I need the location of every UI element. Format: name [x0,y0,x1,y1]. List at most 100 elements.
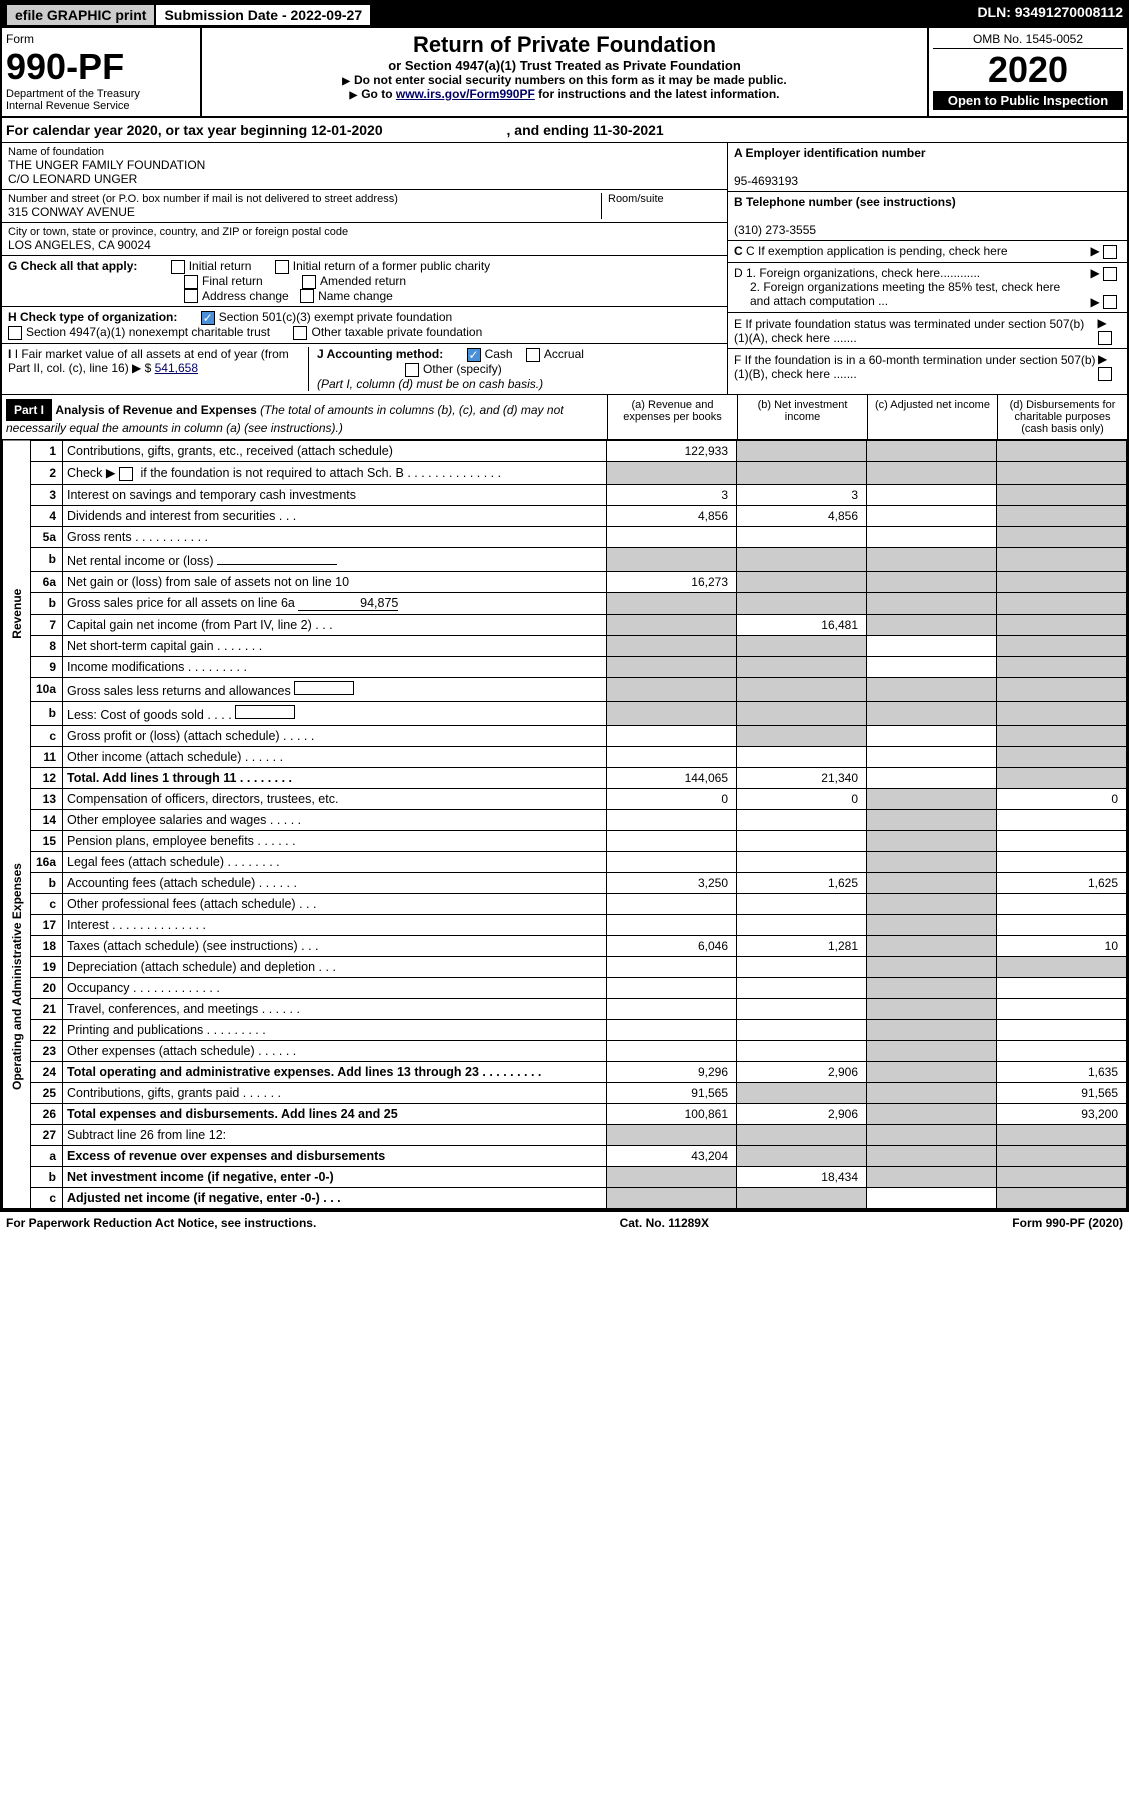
foreign-85-checkbox[interactable] [1103,295,1117,309]
table-row: 18Taxes (attach schedule) (see instructi… [3,935,1127,956]
schb-checkbox[interactable] [119,467,133,481]
table-row: 15Pension plans, employee benefits . . .… [3,830,1127,851]
other-method-checkbox[interactable] [405,363,419,377]
initial-former-checkbox[interactable] [275,260,289,274]
dept-treasury: Department of the Treasury [6,88,196,100]
cash-checkbox[interactable] [467,348,481,362]
table-row: 19Depreciation (attach schedule) and dep… [3,956,1127,977]
col-c-header: (c) Adjusted net income [867,395,997,439]
form-subtitle: or Section 4947(a)(1) Trust Treated as P… [206,58,923,73]
table-row: 9Income modifications . . . . . . . . . [3,656,1127,677]
table-row: cAdjusted net income (if negative, enter… [3,1187,1127,1208]
cat-no: Cat. No. 11289X [620,1216,709,1230]
tax-year: 2020 [933,49,1123,91]
topbar: efile GRAPHIC print Submission Date - 20… [2,2,1127,28]
table-row: 4Dividends and interest from securities … [3,505,1127,526]
table-row: 12Total. Add lines 1 through 11 . . . . … [3,767,1127,788]
paperwork-notice: For Paperwork Reduction Act Notice, see … [6,1216,316,1230]
other-taxable-checkbox[interactable] [293,326,307,340]
table-row: bNet rental income or (loss) [3,547,1127,571]
part1-table: Revenue 1Contributions, gifts, grants, e… [2,440,1127,1209]
exemption-pending-checkbox[interactable] [1103,245,1117,259]
omb-number: OMB No. 1545-0052 [933,32,1123,49]
expenses-side-label: Operating and Administrative Expenses [3,788,31,1166]
final-return-checkbox[interactable] [184,275,198,289]
address-change-checkbox[interactable] [184,289,198,303]
form-container: efile GRAPHIC print Submission Date - 20… [0,0,1129,1211]
foundation-name: THE UNGER FAMILY FOUNDATION [8,158,721,172]
table-row: 2Check ▶ if the foundation is not requir… [3,461,1127,484]
form-number: 990-PF [6,46,196,88]
city-label: City or town, state or province, country… [8,226,721,238]
dln: DLN: 93491270008112 [977,4,1123,26]
amended-return-checkbox[interactable] [302,275,316,289]
form-header: Form 990-PF Department of the Treasury I… [2,28,1127,118]
table-row: 17Interest . . . . . . . . . . . . . . [3,914,1127,935]
col-b-header: (b) Net investment income [737,395,867,439]
ein-label: A Employer identification number [734,146,926,160]
table-row: 7Capital gain net income (from Part IV, … [3,614,1127,635]
table-row: Revenue 1Contributions, gifts, grants, e… [3,440,1127,461]
room-label: Room/suite [608,193,721,205]
section-h: H Check type of organization: Section 50… [2,307,727,344]
table-row: bLess: Cost of goods sold . . . . [3,701,1127,725]
calendar-year-row: For calendar year 2020, or tax year begi… [2,118,1127,143]
efile-print-button[interactable]: efile GRAPHIC print [6,4,155,26]
table-row: 26Total expenses and disbursements. Add … [3,1103,1127,1124]
irs-label: Internal Revenue Service [6,100,196,112]
table-row: 6aNet gain or (loss) from sale of assets… [3,571,1127,592]
open-public: Open to Public Inspection [933,91,1123,110]
form-label: Form [6,32,196,46]
table-row: 16aLegal fees (attach schedule) . . . . … [3,851,1127,872]
name-change-checkbox[interactable] [300,289,314,303]
table-row: 25Contributions, gifts, grants paid . . … [3,1082,1127,1103]
accrual-checkbox[interactable] [526,348,540,362]
table-row: 3Interest on savings and temporary cash … [3,484,1127,505]
part1-label: Part I [6,399,52,421]
foreign-org-checkbox[interactable] [1103,267,1117,281]
addr-label: Number and street (or P.O. box number if… [8,193,601,205]
form-ref: Form 990-PF (2020) [1012,1216,1123,1230]
table-row: 11Other income (attach schedule) . . . .… [3,746,1127,767]
ein-value: 95-4693193 [734,174,798,188]
table-row: 8Net short-term capital gain . . . . . .… [3,635,1127,656]
phone-label: B Telephone number (see instructions) [734,195,956,209]
table-row: Operating and Administrative Expenses 13… [3,788,1127,809]
table-row: 21Travel, conferences, and meetings . . … [3,998,1127,1019]
revenue-side-label: Revenue [3,440,31,788]
table-row: bAccounting fees (attach schedule) . . .… [3,872,1127,893]
form990pf-link[interactable]: www.irs.gov/Form990PF [396,87,535,101]
501c3-checkbox[interactable] [201,311,215,325]
fmv-value[interactable]: 541,658 [155,361,198,375]
table-row: aExcess of revenue over expenses and dis… [3,1145,1127,1166]
street-address: 315 CONWAY AVENUE [8,205,601,219]
status-terminated-checkbox[interactable] [1098,331,1112,345]
table-row: cGross profit or (loss) (attach schedule… [3,725,1127,746]
table-row: 22Printing and publications . . . . . . … [3,1019,1127,1040]
table-row: cOther professional fees (attach schedul… [3,893,1127,914]
foundation-co: C/O LEONARD UNGER [8,172,721,186]
60month-checkbox[interactable] [1098,367,1112,381]
instruction-1: Do not enter social security numbers on … [206,73,923,87]
col-a-header: (a) Revenue and expenses per books [607,395,737,439]
table-row: 23Other expenses (attach schedule) . . .… [3,1040,1127,1061]
table-row: bGross sales price for all assets on lin… [3,592,1127,614]
table-row: 14Other employee salaries and wages . . … [3,809,1127,830]
foundation-info: Name of foundation THE UNGER FAMILY FOUN… [2,143,1127,395]
section-g: G Check all that apply: Initial return I… [2,256,727,307]
submission-date: Submission Date - 2022-09-27 [155,4,371,26]
table-row: 20Occupancy . . . . . . . . . . . . . [3,977,1127,998]
form-title: Return of Private Foundation [206,32,923,58]
initial-return-checkbox[interactable] [171,260,185,274]
city-state-zip: LOS ANGELES, CA 90024 [8,238,721,252]
table-row: 5aGross rents . . . . . . . . . . . [3,526,1127,547]
instruction-2: Go to www.irs.gov/Form990PF for instruct… [206,87,923,101]
table-row: 24Total operating and administrative exp… [3,1061,1127,1082]
page-footer: For Paperwork Reduction Act Notice, see … [0,1211,1129,1234]
4947a1-checkbox[interactable] [8,326,22,340]
part1-header-row: Part I Analysis of Revenue and Expenses … [2,395,1127,440]
table-row: bNet investment income (if negative, ent… [3,1166,1127,1187]
table-row: 27Subtract line 26 from line 12: [3,1124,1127,1145]
name-label: Name of foundation [8,146,721,158]
table-row: 10aGross sales less returns and allowanc… [3,677,1127,701]
